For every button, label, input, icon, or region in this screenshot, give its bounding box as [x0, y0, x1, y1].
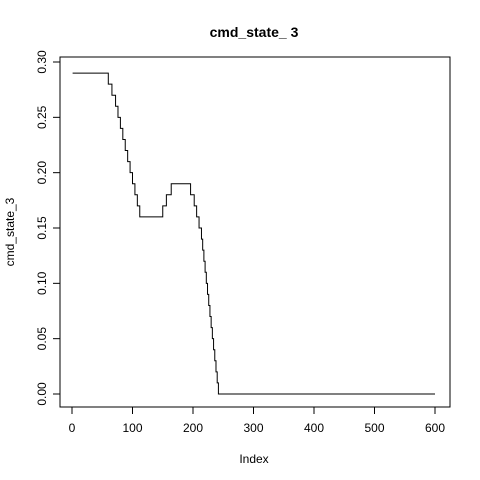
x-tick-label: 100 [122, 421, 142, 435]
x-axis-ticks: 0 100 200 300 400 500 600 [69, 407, 445, 435]
x-tick-label: 200 [183, 421, 203, 435]
y-axis-label: cmd_state_3 [3, 197, 17, 266]
y-tick-label: 0.30 [35, 50, 49, 74]
y-tick-label: 0.10 [35, 271, 49, 295]
y-tick-label: 0.20 [35, 161, 49, 185]
y-tick-label: 0.05 [35, 327, 49, 351]
plot-frame [59, 56, 451, 408]
y-tick-label: 0.25 [35, 105, 49, 129]
x-tick-label: 400 [304, 421, 324, 435]
x-axis-label: Index [239, 452, 268, 466]
x-tick-label: 0 [69, 421, 76, 435]
y-tick-label: 0.00 [35, 382, 49, 406]
chart-title: cmd_state_ 3 [210, 24, 299, 40]
x-tick-label: 500 [364, 421, 384, 435]
y-axis-ticks: 0.00 0.05 0.10 0.15 0.20 0.25 0.30 [35, 50, 60, 406]
series-line [72, 72, 435, 395]
x-tick-label: 300 [243, 421, 263, 435]
y-tick-label: 0.15 [35, 216, 49, 240]
x-tick-label: 600 [425, 421, 445, 435]
